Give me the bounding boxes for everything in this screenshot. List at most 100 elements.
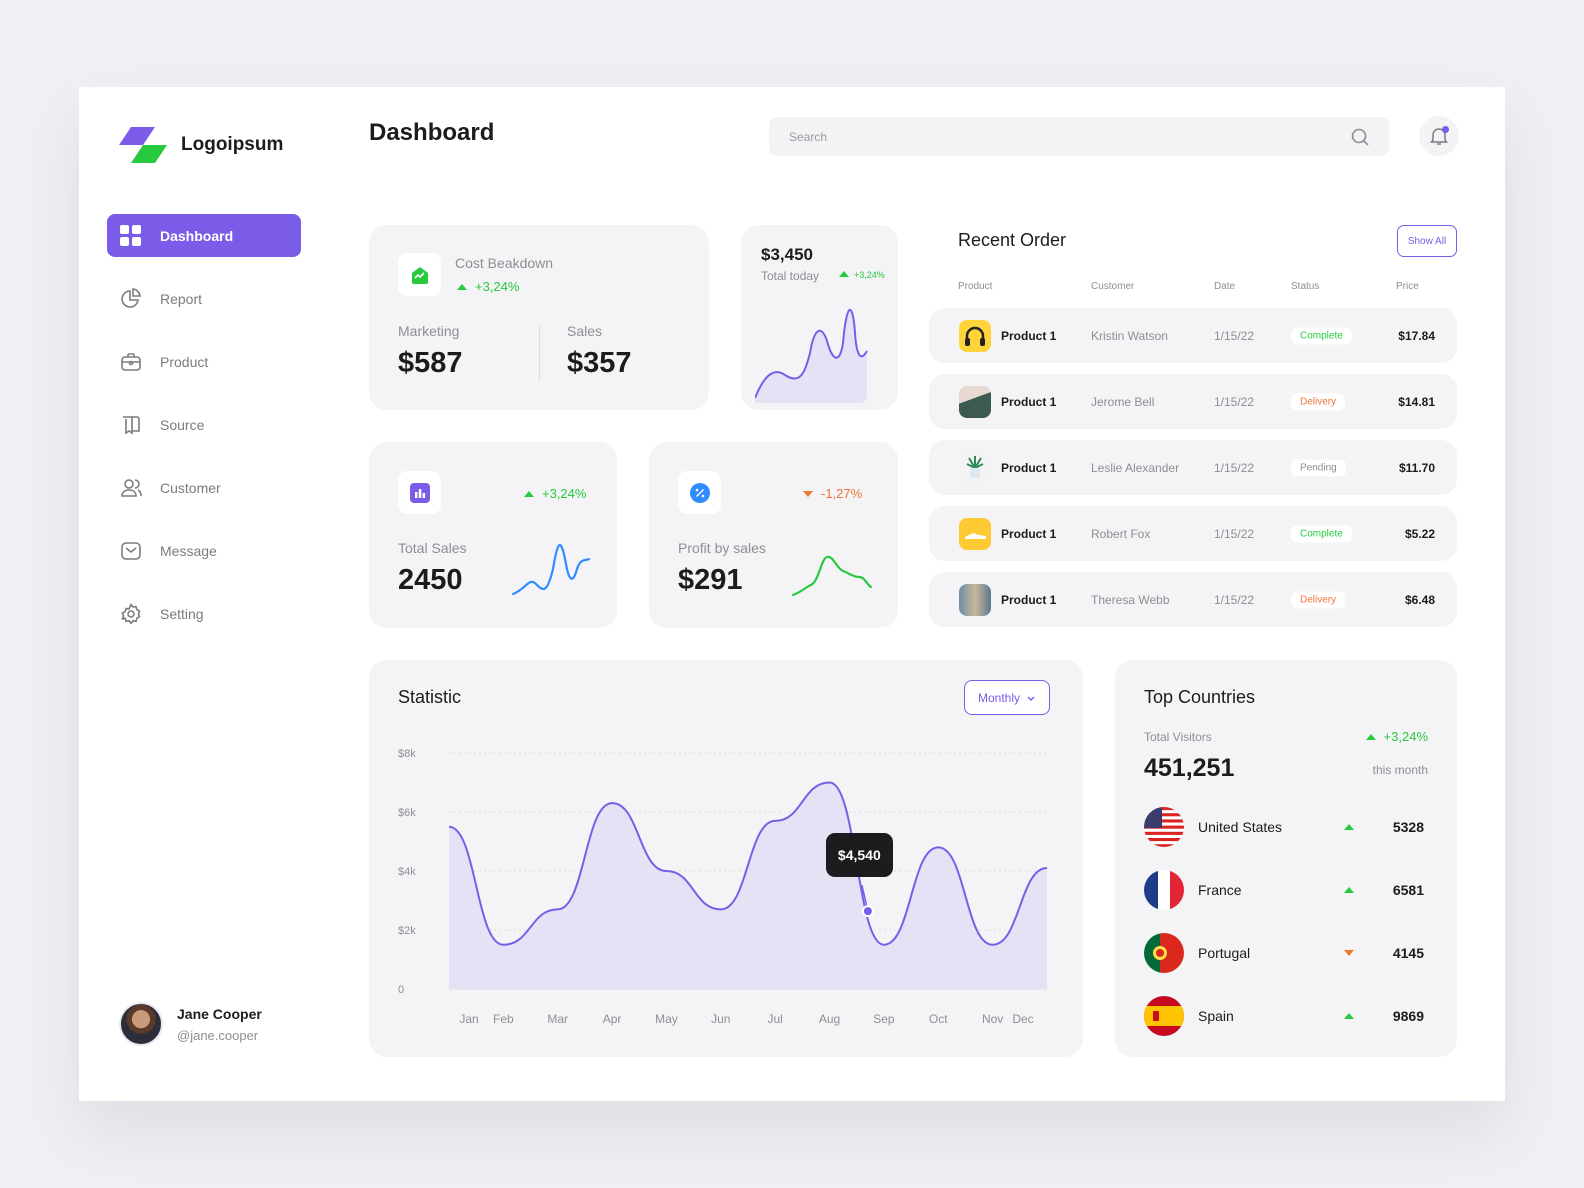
x-tick-label: Dec: [1012, 1012, 1033, 1026]
status-badge: Delivery: [1291, 591, 1346, 608]
product-name: Product 1: [1001, 394, 1057, 409]
x-tick-label: Aug: [819, 1012, 840, 1026]
order-date: 1/15/22: [1214, 460, 1255, 475]
france-flag-icon: [1144, 870, 1184, 910]
total-today-label: Total today: [761, 269, 820, 283]
status-badge: Delivery: [1291, 393, 1346, 410]
top-countries-card: Top Countries Total Visitors +3,24% 451,…: [1115, 660, 1457, 1057]
x-tick-label: Mar: [547, 1012, 568, 1026]
bar-chart-icon: [409, 482, 430, 503]
country-name: France: [1198, 882, 1242, 898]
cost-title: Cost Beakdown: [455, 255, 554, 271]
trend-up-icon: [1365, 734, 1376, 740]
col-header-date: Date: [1214, 281, 1236, 292]
area-fill: [449, 782, 1047, 989]
search-bar: [769, 117, 1389, 156]
total-sales-label: Total Sales: [398, 540, 467, 556]
country-value: 6581: [1392, 882, 1424, 898]
book-icon: [123, 415, 140, 434]
chevron-down-icon: [1027, 696, 1035, 701]
profit-change: -1,27%: [803, 486, 862, 501]
profit-value: $291: [678, 564, 743, 596]
logo[interactable]: Logoipsum: [119, 127, 283, 163]
table-row[interactable]: Product 1 Leslie Alexander 1/15/22 Pendi…: [929, 440, 1457, 495]
sidebar-item-product[interactable]: Product: [107, 340, 301, 383]
order-date: 1/15/22: [1214, 526, 1255, 541]
portugal-flag-icon: [1144, 933, 1184, 973]
sidebar-item-dashboard[interactable]: Dashboard: [107, 214, 301, 257]
country-row-france[interactable]: France 6581: [1144, 870, 1424, 910]
briefcase-icon: [121, 352, 141, 371]
order-price: $14.81: [1398, 394, 1435, 409]
col-header-price: Price: [1396, 281, 1419, 292]
status-badge: Complete: [1291, 525, 1352, 542]
search-icon[interactable]: [1351, 128, 1369, 146]
country-name: Spain: [1198, 1008, 1234, 1024]
gear-icon: [121, 602, 141, 625]
sidebar-item-label: Setting: [160, 605, 204, 622]
highlight-point[interactable]: [861, 905, 874, 918]
sidebar-item-label: Dashboard: [160, 227, 234, 244]
total-sales-card: +3,24% Total Sales 2450: [369, 442, 617, 628]
user-profile[interactable]: Jane Cooper @jane.cooper: [119, 1002, 262, 1046]
app-frame: Logoipsum Dashboard Report Product Sourc…: [79, 87, 1505, 1101]
order-price: $5.22: [1404, 526, 1435, 541]
trend-up-icon: [1344, 824, 1354, 830]
x-tick-label: Nov: [982, 1012, 1003, 1026]
sales-icon-box: [398, 471, 441, 514]
period-dropdown[interactable]: Monthly: [964, 680, 1050, 715]
total-today-change: +3,24%: [839, 270, 885, 280]
recent-order-title: Recent Order: [958, 230, 1067, 250]
visitors-change-value: +3,24%: [1383, 729, 1428, 744]
sidebar-item-message[interactable]: Message: [107, 529, 301, 572]
country-row-spain[interactable]: Spain 9869: [1144, 996, 1424, 1036]
sales-value: $357: [567, 347, 632, 379]
user-handle: @jane.cooper: [177, 1027, 259, 1043]
search-input[interactable]: [789, 129, 1289, 144]
avatar: [119, 1002, 163, 1046]
table-row[interactable]: Product 1 Jerome Bell 1/15/22 Delivery $…: [929, 374, 1457, 429]
table-row[interactable]: Product 1 Theresa Webb 1/15/22 Delivery …: [929, 572, 1457, 627]
sidebar-item-label: Report: [160, 290, 203, 307]
x-tick-label: Sep: [873, 1012, 895, 1026]
users-icon: [121, 478, 142, 497]
customer-name: Jerome Bell: [1091, 394, 1155, 409]
order-price: $11.70: [1398, 460, 1435, 475]
sidebar-nav: Dashboard Report Product Source Customer…: [107, 214, 301, 655]
notification-button[interactable]: [1419, 116, 1459, 156]
country-row-portugal[interactable]: Portugal 4145: [1144, 933, 1424, 973]
status-badge: Pending: [1291, 459, 1346, 476]
sidebar-item-setting[interactable]: Setting: [107, 592, 301, 635]
sidebar-item-customer[interactable]: Customer: [107, 466, 301, 509]
cost-breakdown-card: Cost Beakdown +3,24% Marketing $587 Sale…: [369, 225, 709, 410]
sidebar-item-report[interactable]: Report: [107, 277, 301, 320]
sidebar-item-label: Customer: [160, 479, 221, 496]
chart-tooltip: $4,540: [825, 833, 893, 878]
profit-label: Profit by sales: [678, 540, 766, 556]
order-date: 1/15/22: [1214, 328, 1255, 343]
bell-icon: [1430, 128, 1448, 145]
table-row[interactable]: Product 1 Robert Fox 1/15/22 Complete $5…: [929, 506, 1457, 561]
statistic-chart: 0 $2k $4k $6k $8k Jan Feb Mar Apr May Jun Jul Aug Sep…: [398, 748, 1048, 1026]
cost-icon-box: [398, 253, 441, 296]
order-price: $6.48: [1404, 592, 1435, 607]
country-row-united-states[interactable]: United States 5328: [1144, 807, 1424, 847]
x-tick-label: Apr: [603, 1012, 622, 1026]
trend-down-icon: [1344, 950, 1354, 956]
x-tick-label: Jun: [711, 1012, 730, 1026]
product-name: Product 1: [1001, 526, 1057, 541]
sidebar-item-source[interactable]: Source: [107, 403, 301, 446]
country-name: United States: [1198, 819, 1283, 835]
table-row[interactable]: Product 1 Kristin Watson 1/15/22 Complet…: [929, 308, 1457, 363]
product-name: Product 1: [1001, 592, 1057, 607]
profit-icon-box: [678, 471, 721, 514]
cost-change: +3,24%: [457, 279, 519, 294]
product-thumbnail: [959, 319, 991, 352]
visitors-change: +3,24%: [1365, 729, 1428, 744]
pie-chart-icon: [121, 287, 141, 308]
profit-change-value: -1,27%: [821, 486, 863, 501]
logo-text: Logoipsum: [181, 134, 284, 155]
show-all-button[interactable]: Show All: [1397, 225, 1457, 257]
col-header-product: Product: [958, 281, 993, 292]
customer-name: Kristin Watson: [1091, 328, 1168, 343]
